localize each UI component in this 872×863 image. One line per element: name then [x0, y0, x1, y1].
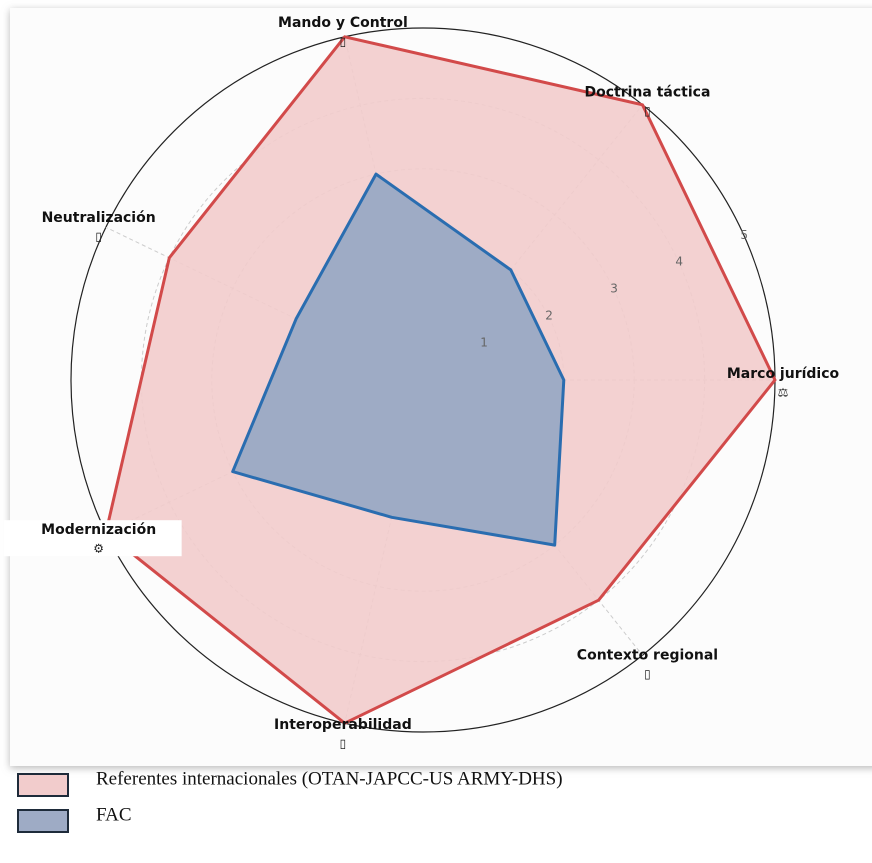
- axis-label: Marco jurídico: [727, 366, 840, 382]
- series-area: [231, 172, 566, 547]
- axis-label: Mando y Control: [278, 15, 408, 31]
- axis-label: Neutralización: [42, 210, 156, 226]
- axis-label: Modernización: [41, 522, 156, 538]
- axis-label: Doctrina táctica: [585, 85, 711, 101]
- axis-icon: ▯: [644, 667, 651, 681]
- axis-icon: ⚙: [93, 542, 104, 556]
- legend-swatch: [17, 773, 69, 797]
- tick-label: 2: [545, 309, 553, 323]
- axis-icon: ▯: [340, 35, 347, 49]
- legend-swatch: [17, 809, 69, 833]
- legend-label: FAC: [96, 804, 132, 825]
- tick-label: 1: [480, 336, 488, 350]
- axis-label: Contexto regional: [577, 647, 718, 663]
- legend: Referentes internacionales (OTAN-JAPCC-U…: [17, 768, 563, 833]
- label-background: [3, 520, 182, 557]
- tick-label: 4: [675, 255, 683, 269]
- plot: 1 2 3 4 5 Marco jurídico ⚖ Doctrina táctica ▯ Man…: [3, 15, 840, 750]
- axis-icon: ▯: [644, 104, 651, 118]
- axis-label: Interoperabilidad: [274, 717, 412, 733]
- axis-icon: ⚖: [778, 386, 789, 400]
- legend-label: Referentes internacionales (OTAN-JAPCC-U…: [96, 768, 563, 789]
- axis-icon: ▯: [340, 736, 347, 750]
- axis-icon: ▯: [95, 229, 102, 243]
- tick-label: 3: [610, 282, 618, 296]
- tick-label: 5: [740, 228, 748, 242]
